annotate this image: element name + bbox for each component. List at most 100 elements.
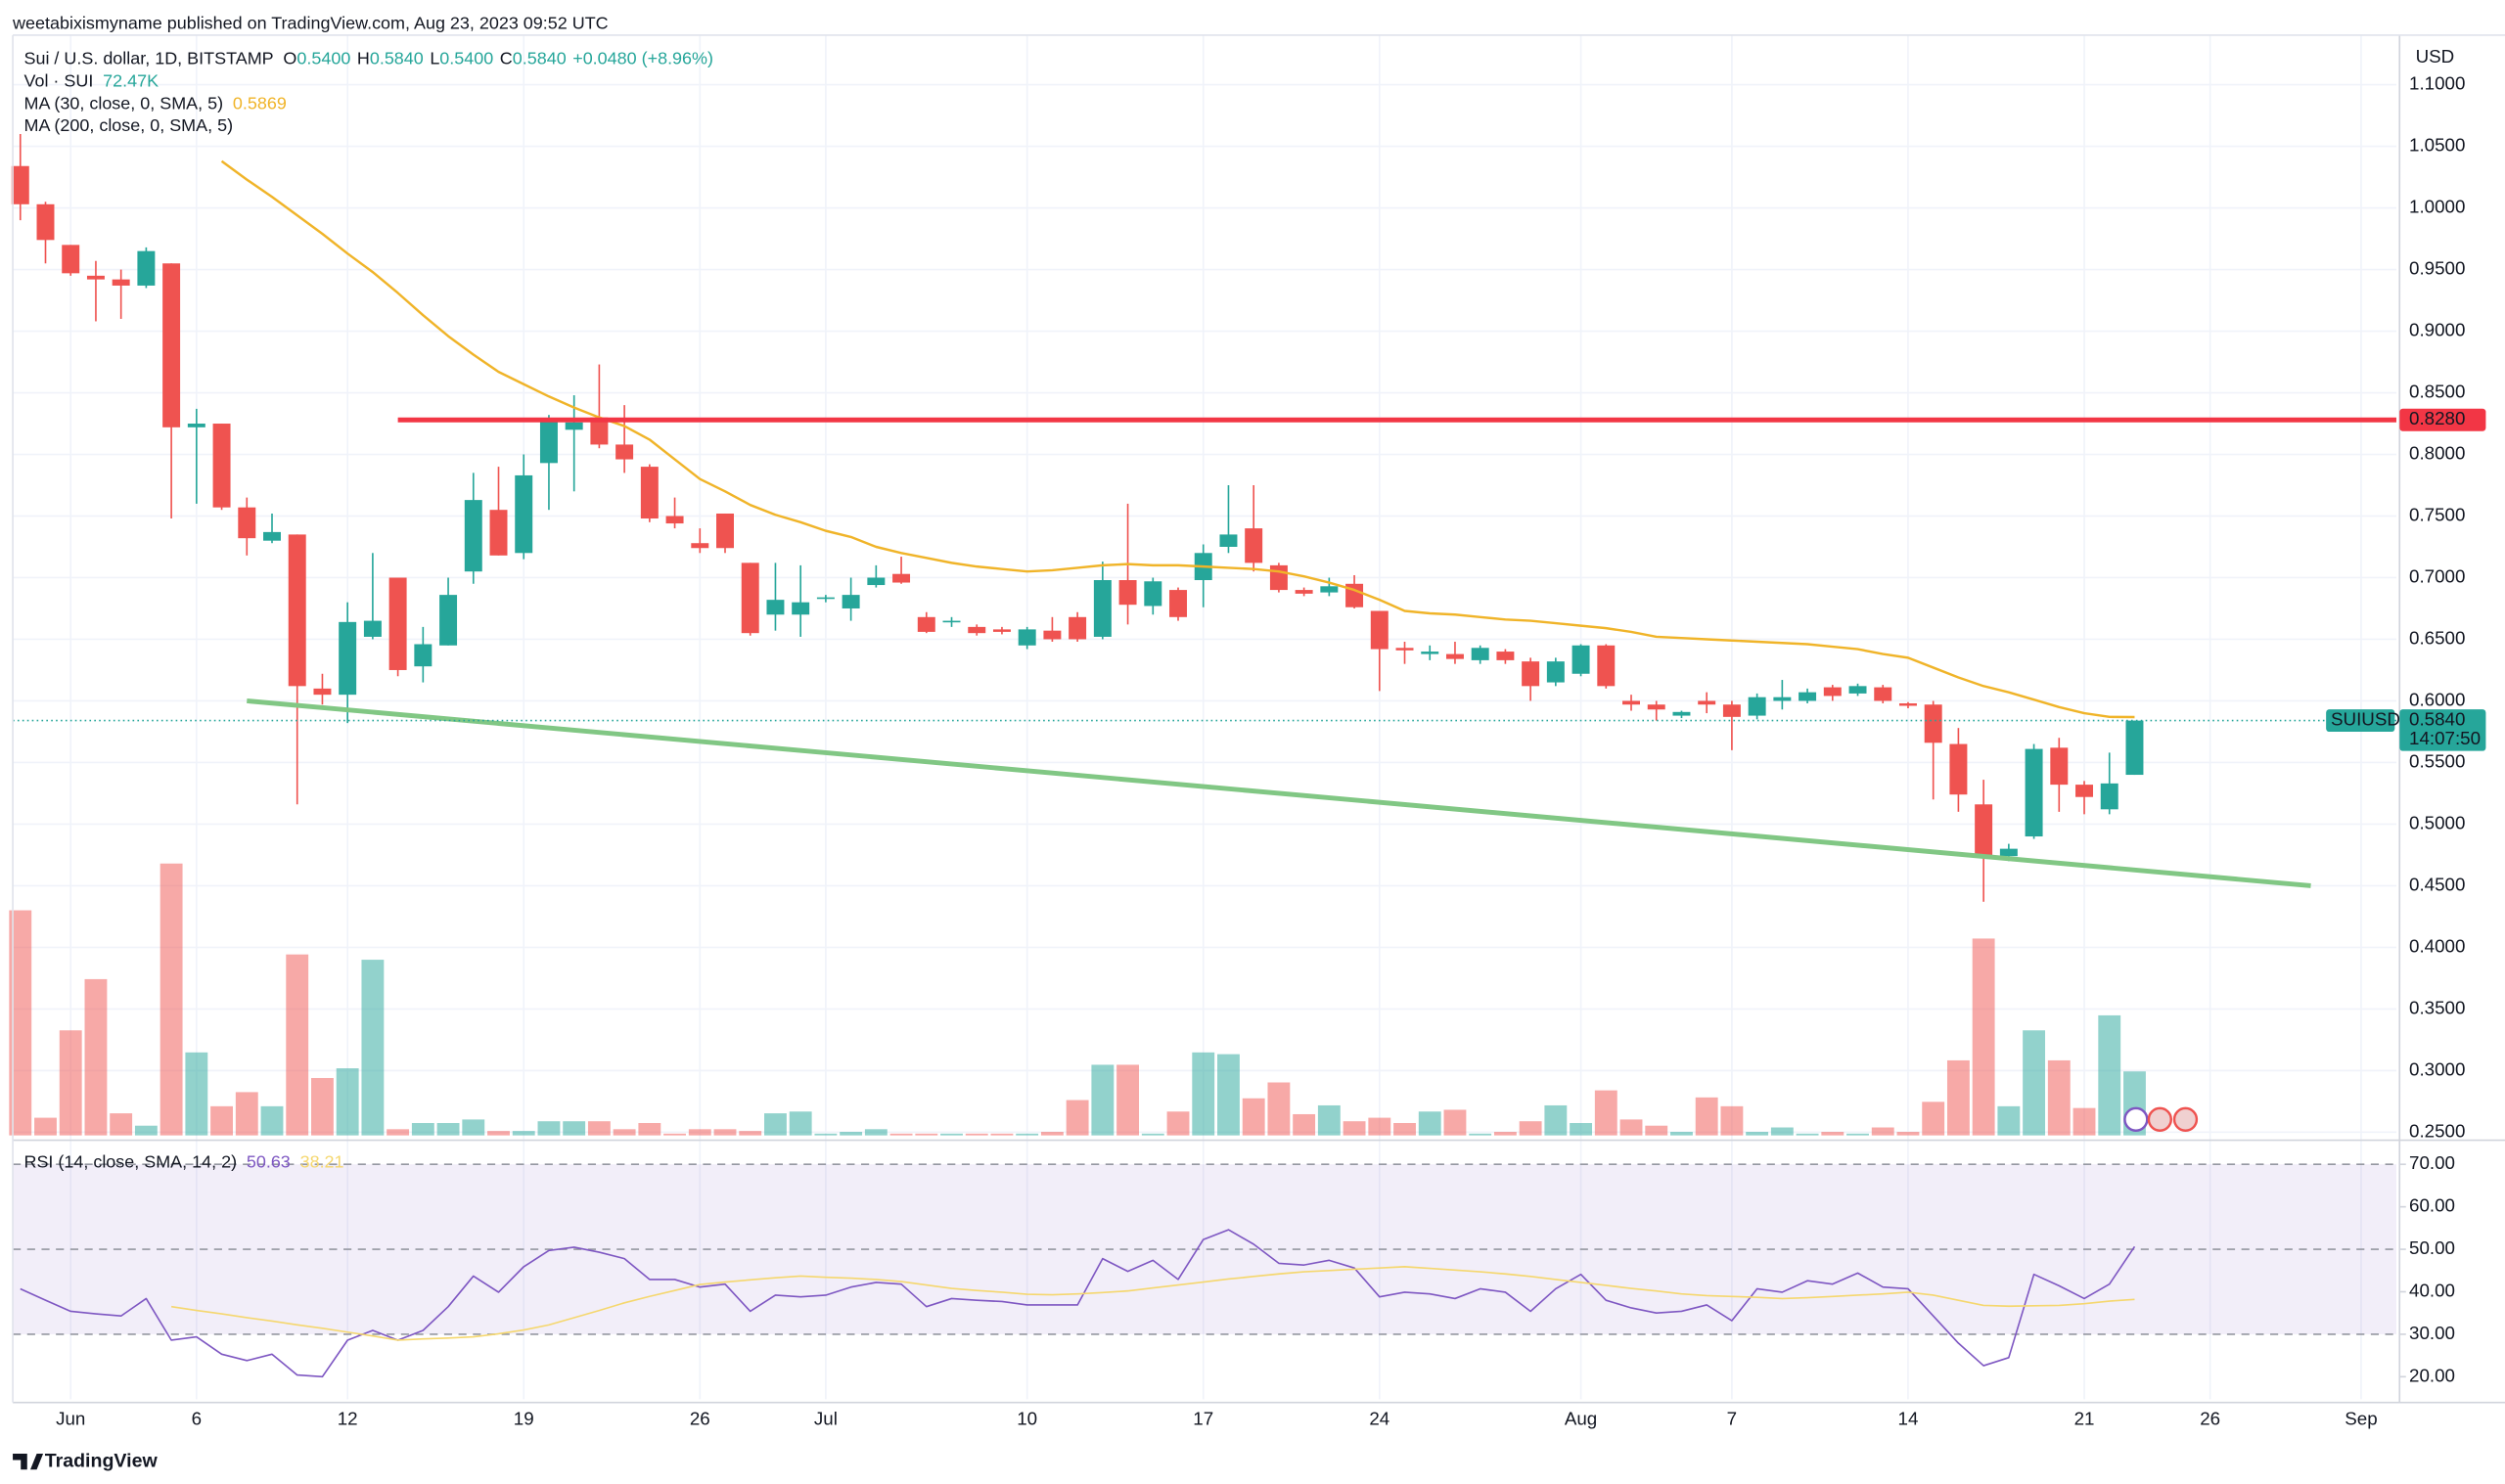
volume-bar <box>1670 1132 1693 1136</box>
volume-bar <box>889 1133 913 1136</box>
y-tick-label: 0.2500 <box>2409 1120 2465 1141</box>
volume-bar <box>185 1052 208 1136</box>
volume-bar <box>210 1105 233 1136</box>
legend-item: MA (30, close, 0, SMA, 5) <box>23 93 223 112</box>
x-tick-label: Aug <box>1565 1409 1597 1429</box>
candle-body <box>1320 586 1339 593</box>
volume-bar <box>739 1131 762 1136</box>
candle-body <box>1622 700 1640 705</box>
candle-body <box>439 595 458 646</box>
legend-item: Sui / U.S. dollar, 1D, BITSTAMP <box>23 48 273 67</box>
volume-bar <box>336 1068 359 1136</box>
candle-body <box>162 263 181 427</box>
volume-bar <box>1267 1082 1291 1136</box>
volume-bar <box>1619 1119 1643 1136</box>
countdown-label: 14:07:50 <box>2409 728 2481 748</box>
x-tick-label: 12 <box>338 1409 358 1429</box>
volume-bar <box>1922 1102 1945 1136</box>
candle-body <box>741 562 759 634</box>
volume-bar <box>110 1113 133 1136</box>
volume-bar <box>462 1119 485 1136</box>
candle-body <box>640 467 659 519</box>
volume-bar <box>2072 1107 2096 1136</box>
volume-bar <box>2098 1014 2121 1136</box>
legend-item: H <box>357 48 370 67</box>
ma-line <box>220 159 2135 719</box>
candle-body <box>1370 610 1389 650</box>
candle-body <box>388 577 407 670</box>
volume-bar <box>1746 1132 1769 1136</box>
legend-item: 50.63 <box>247 1151 291 1171</box>
legend-item: 38.21 <box>300 1151 344 1171</box>
symbol-legend: Sui / U.S. dollar, 1D, BITSTAMP O0.5400 H0… <box>23 48 712 67</box>
candle-body <box>1069 616 1087 640</box>
candle-body <box>867 577 886 586</box>
candle-body <box>1874 687 1892 701</box>
candle-body <box>515 474 533 554</box>
candle-body <box>942 620 961 623</box>
volume-bar <box>1343 1121 1366 1136</box>
legend-item: 72.47K <box>103 70 159 90</box>
rsi-line <box>170 1266 2135 1341</box>
y-tick-label: 0.5000 <box>2409 812 2465 832</box>
volume-bar <box>587 1121 611 1136</box>
volume-bar <box>814 1133 838 1136</box>
symbol-tag <box>2326 709 2395 733</box>
y-tick-label: 0.6500 <box>2409 627 2465 648</box>
rsi-line <box>20 1229 2136 1378</box>
candle-body <box>842 595 860 608</box>
volume-bar <box>990 1133 1014 1136</box>
event-icons <box>2123 1106 2199 1132</box>
candle-body <box>1245 528 1263 563</box>
x-tick-label: 14 <box>1898 1409 1919 1429</box>
candle-body <box>665 516 684 524</box>
ma200-legend: MA (200, close, 0, SMA, 5) <box>23 115 233 135</box>
x-tick-label: 17 <box>1193 1409 1213 1429</box>
candle-body <box>716 513 734 549</box>
legend-item: 0.5400 <box>439 48 493 67</box>
volume-bar <box>789 1111 812 1136</box>
volume-bar <box>638 1123 661 1136</box>
volume-bar <box>1443 1109 1467 1136</box>
volume-bar <box>1040 1132 1064 1136</box>
legend-item: L <box>430 48 439 67</box>
y-tick-label: 0.8000 <box>2409 442 2465 463</box>
price-tag <box>2399 709 2486 751</box>
volume-bar <box>1166 1111 1190 1136</box>
volume-bar <box>9 910 32 1136</box>
volume-bar <box>1645 1125 1668 1136</box>
candle-body <box>1118 580 1137 606</box>
volume-bar <box>1946 1059 1970 1136</box>
candle-body <box>615 444 634 460</box>
candle-body <box>1799 692 1817 701</box>
volume-bar <box>436 1123 460 1136</box>
candle-body <box>112 279 130 286</box>
candle-body <box>1722 704 1741 717</box>
candle-body <box>1093 580 1112 637</box>
volume-bar <box>1770 1127 1794 1136</box>
candle-body <box>1546 661 1565 683</box>
brand-logo <box>13 1453 44 1470</box>
candle-body <box>263 531 281 541</box>
rsi-legend: RSI (14, close, SMA, 14, 2) 50.63 38.21 <box>23 1151 343 1171</box>
volume-bar <box>1242 1098 1265 1136</box>
price-tag-label: 0.5840 <box>2409 709 2465 730</box>
price-unit: USD <box>2416 46 2455 67</box>
volume-bar <box>1066 1100 1089 1136</box>
x-tick-label: Jul <box>814 1409 838 1429</box>
rsi-tick-label: 40.00 <box>2409 1280 2455 1300</box>
volume-bar <box>260 1105 284 1136</box>
volume-bar <box>411 1123 434 1136</box>
candle-body <box>62 245 80 274</box>
candle-body <box>590 417 609 445</box>
candle-body <box>339 621 357 696</box>
candle-body <box>565 422 583 430</box>
volume-bar <box>613 1129 636 1136</box>
volume-bar <box>1469 1133 1492 1136</box>
candle-body <box>1748 697 1766 716</box>
volume-bar <box>663 1133 686 1136</box>
candle-body <box>1219 534 1238 547</box>
volume-bar <box>311 1077 334 1136</box>
x-tick-label: 26 <box>2200 1409 2220 1429</box>
